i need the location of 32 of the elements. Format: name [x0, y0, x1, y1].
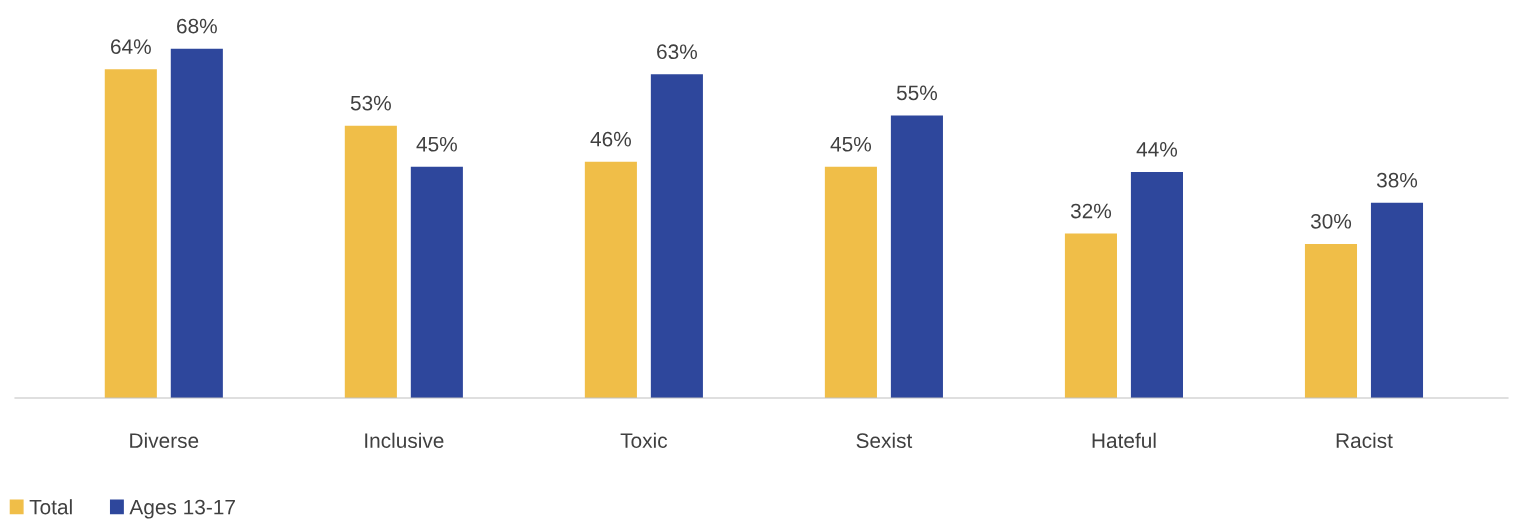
- legend-label: Ages 13-17: [129, 499, 235, 519]
- bar: [584, 161, 637, 398]
- bar: [824, 166, 877, 398]
- data-label: 64%: [111, 39, 151, 54]
- data-label: 63%: [657, 44, 697, 60]
- bar: [1370, 202, 1424, 398]
- x-tick-label: Toxic: [620, 432, 668, 449]
- bar: [1130, 171, 1183, 398]
- data-label: 44%: [1136, 142, 1178, 157]
- bar: [170, 48, 223, 398]
- bar: [650, 74, 703, 398]
- x-tick-label: Hateful: [1092, 432, 1156, 449]
- data-label: 53%: [350, 95, 391, 111]
- data-label: 45%: [830, 136, 872, 152]
- bar: [1304, 243, 1358, 398]
- bar: [104, 69, 157, 398]
- data-label: 46%: [590, 131, 631, 147]
- bar: [1064, 233, 1117, 398]
- data-label: 55%: [896, 85, 938, 101]
- x-tick-label: Diverse: [130, 432, 199, 449]
- bar: [890, 115, 943, 398]
- x-tick-label: Inclusive: [365, 432, 444, 449]
- x-tick-label: Sexist: [856, 432, 913, 449]
- bar: [410, 166, 463, 398]
- x-tick-label: Racist: [1336, 432, 1393, 449]
- legend-label: Total: [29, 499, 72, 515]
- data-label: 30%: [1310, 213, 1352, 229]
- bar: [344, 125, 397, 398]
- data-label: 45%: [416, 136, 457, 152]
- data-label: 68%: [177, 18, 217, 34]
- data-label: 32%: [1070, 203, 1112, 219]
- data-label: 38%: [1376, 172, 1418, 188]
